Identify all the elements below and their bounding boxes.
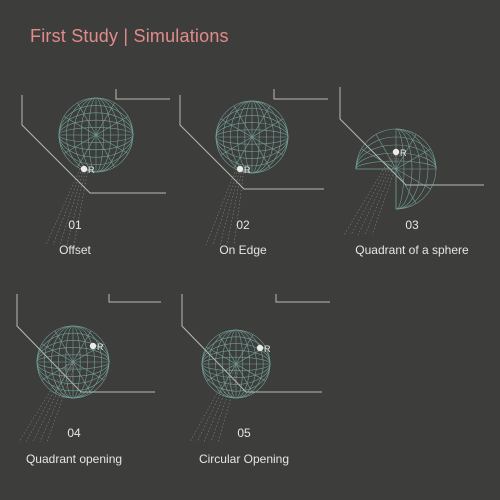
svg-text:R: R bbox=[244, 165, 251, 175]
simulation-number: 03 bbox=[405, 218, 419, 232]
simulation-label: On Edge bbox=[219, 243, 267, 257]
geodesic-sphere-mesh bbox=[201, 329, 271, 399]
simulation-offset-diagram: R bbox=[20, 85, 180, 245]
geodesic-sphere-mesh bbox=[215, 100, 289, 174]
simulation-on-edge-diagram: R bbox=[178, 85, 338, 245]
simulation-quadrant-sphere-diagram: R bbox=[338, 85, 498, 245]
geodesic-sphere-mesh bbox=[58, 97, 134, 173]
simulation-label: Quadrant of a sphere bbox=[355, 243, 469, 257]
page-title: First Study | Simulations bbox=[30, 26, 229, 46]
svg-text:R: R bbox=[264, 344, 271, 354]
simulation-label: Offset bbox=[59, 243, 91, 257]
simulation-label: Quadrant opening bbox=[25, 452, 123, 466]
ray-trace-lines bbox=[18, 363, 76, 443]
ray-trace-lines bbox=[189, 365, 241, 443]
simulation-circular-opening-diagram: R bbox=[180, 292, 340, 452]
ray-trace-lines bbox=[205, 168, 245, 245]
simulation-number: 05 bbox=[237, 426, 251, 440]
simulation-label: Circular Opening bbox=[198, 452, 290, 466]
svg-text:R: R bbox=[88, 165, 95, 175]
simulation-number: 01 bbox=[68, 218, 82, 232]
simulation-quadrant-opening-diagram: R bbox=[15, 292, 175, 452]
ray-trace-lines bbox=[343, 154, 401, 236]
geodesic-sphere-mesh bbox=[355, 128, 437, 210]
simulation-number: 02 bbox=[236, 218, 250, 232]
simulation-number: 04 bbox=[67, 426, 81, 440]
ray-trace-lines bbox=[45, 168, 89, 245]
svg-text:R: R bbox=[97, 342, 104, 352]
svg-text:R: R bbox=[400, 148, 407, 158]
geodesic-sphere-mesh bbox=[36, 325, 110, 399]
